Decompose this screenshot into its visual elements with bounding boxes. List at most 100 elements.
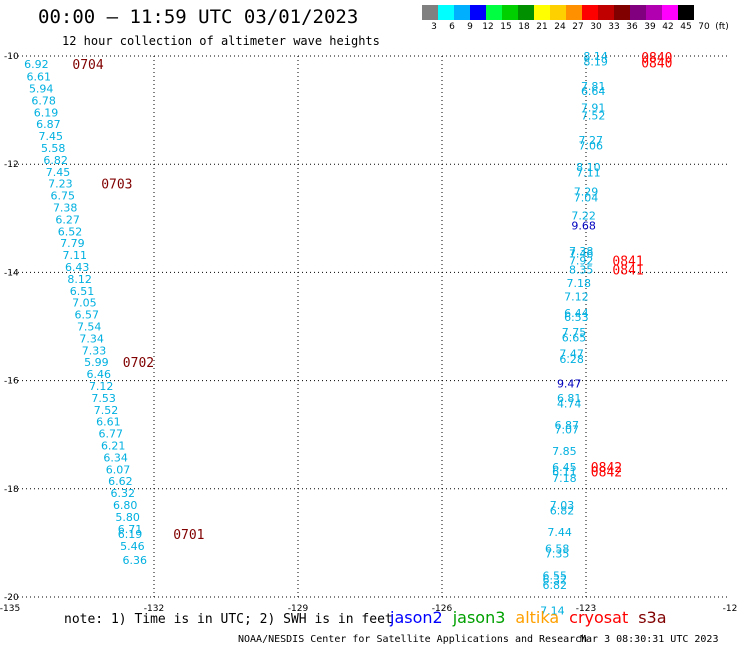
- wave-height-value: 6.61: [96, 416, 121, 429]
- wave-height-value: 9.47: [557, 377, 582, 390]
- wave-height-value: 6.71: [118, 523, 143, 536]
- pass-time-label: 0840: [641, 51, 672, 66]
- wave-height-value: 6.21: [101, 440, 126, 453]
- pass-time-label: 0842: [591, 465, 622, 480]
- page-subtitle: 12 hour collection of altimeter wave hei…: [62, 34, 380, 48]
- wave-height-value: 6.51: [70, 285, 95, 298]
- wave-height-value: 6.64: [581, 85, 606, 98]
- wave-height-value: 6.78: [31, 94, 56, 107]
- wave-height-value: 5.58: [41, 142, 66, 155]
- color-scale-label: 24: [554, 22, 566, 32]
- wave-height-value: 7.46: [569, 247, 594, 260]
- pass-time-label: 0701: [173, 528, 204, 543]
- color-scale-label: 39: [644, 22, 656, 32]
- wave-height-value: 6.87: [36, 118, 61, 131]
- wave-height-value: 7.52: [581, 110, 606, 123]
- wave-height-value: 6.46: [87, 368, 112, 381]
- y-tick-label: -20: [4, 593, 19, 603]
- y-tick-label: -18: [4, 485, 19, 495]
- wave-height-value: 7.45: [39, 130, 64, 143]
- wave-height-value: 7.54: [77, 321, 102, 334]
- wave-height-value: 6.61: [27, 71, 52, 84]
- pass-time-label: 0841: [612, 264, 643, 279]
- color-swatch: [502, 5, 518, 20]
- color-scale-label: 9: [467, 22, 473, 32]
- wave-height-value: 7.18: [552, 472, 577, 485]
- y-tick-label: -16: [4, 377, 19, 387]
- color-swatch: [566, 5, 582, 20]
- y-tick-label: -14: [4, 268, 19, 278]
- color-swatch: [646, 5, 662, 20]
- wave-height-value: 7.06: [579, 139, 604, 152]
- color-scale-label: 3: [431, 22, 437, 32]
- footer-timestamp: Mar 3 08:30:31 UTC 2023: [580, 634, 719, 645]
- wave-height-value: 7.38: [53, 201, 78, 214]
- wave-height-value: 7.18: [567, 277, 592, 290]
- pass-time-label: 0704: [72, 58, 103, 73]
- wave-height-value: 6.44: [564, 307, 589, 320]
- wave-height-value: 7.33: [82, 344, 107, 357]
- wave-height-value: 7.04: [574, 192, 599, 205]
- wave-height-value: 6.58: [545, 542, 570, 555]
- color-scale-label: 18: [518, 22, 530, 32]
- wave-height-value: 5.80: [115, 511, 140, 524]
- wave-height-value: 7.14: [540, 605, 565, 618]
- wave-height-value: 7.11: [576, 166, 601, 179]
- wave-height-value: 6.81: [557, 392, 582, 405]
- color-scale-label: 15: [500, 22, 512, 32]
- wave-height-value: 7.22: [571, 210, 596, 223]
- satellite-legend-item: jason3: [452, 608, 506, 627]
- page-title: 00:00 – 11:59 UTC 03/01/2023: [38, 6, 359, 28]
- satellite-legend-item: altika: [515, 608, 560, 627]
- color-scale-label: 70: [698, 22, 710, 32]
- pass-time-label: 0841: [612, 254, 643, 269]
- color-swatch: [662, 5, 678, 20]
- x-tick-label: -132: [144, 604, 164, 614]
- color-scale-label: 21: [536, 22, 548, 32]
- wave-height-value: 6.43: [65, 261, 90, 274]
- wave-height-value: 6.57: [75, 309, 100, 322]
- color-scale-label: 33: [608, 22, 620, 32]
- wave-height-value: 7.81: [581, 80, 606, 93]
- x-tick-label: -12: [723, 604, 738, 614]
- color-scale-label: 30: [590, 22, 602, 32]
- wave-height-value: 6.19: [34, 106, 59, 119]
- wave-height-value: 6.45: [552, 461, 577, 474]
- wave-height-value: 7.53: [91, 392, 116, 405]
- wave-height-value: 6.65: [562, 331, 587, 344]
- x-tick-label: -123: [576, 604, 596, 614]
- y-tick-label: -12: [4, 160, 19, 170]
- wave-height-value: 7.34: [79, 332, 104, 345]
- wave-height-value: 6.19: [118, 528, 143, 541]
- wave-height-value: 7.85: [552, 445, 577, 458]
- color-scale-label: 36: [626, 22, 638, 32]
- wave-height-value: 6.36: [123, 554, 148, 567]
- wave-height-value: 6.55: [543, 569, 568, 582]
- wave-height-value: 6.75: [51, 190, 76, 203]
- color-swatch: [470, 5, 486, 20]
- color-swatch: [550, 5, 566, 20]
- wave-height-value: 6.87: [555, 419, 580, 432]
- wave-height-value: 7.79: [60, 237, 85, 250]
- color-swatch: [614, 5, 630, 20]
- color-scale-bar: [422, 5, 694, 20]
- wave-height-value: 6.11: [552, 465, 577, 478]
- color-scale-label: 12: [482, 22, 494, 32]
- wave-height-value: 7.12: [564, 291, 589, 304]
- color-swatch: [582, 5, 598, 20]
- wave-height-value: 8.14: [583, 50, 608, 63]
- wave-height-value: 8.35: [569, 264, 594, 277]
- wave-height-value: 7.47: [559, 348, 584, 361]
- satellite-legend-item: jason2: [390, 608, 443, 627]
- y-tick-label: -10: [4, 52, 19, 62]
- color-swatch: [422, 5, 438, 20]
- color-swatch: [598, 5, 614, 20]
- wave-height-value: 7.35: [545, 548, 570, 561]
- wave-height-value: 6.34: [103, 451, 128, 464]
- wave-height-value: 6.62: [108, 475, 133, 488]
- wave-height-value: 7.07: [555, 423, 580, 436]
- color-scale-label: 42: [662, 22, 674, 32]
- satellite-legend-item: cryosat: [569, 608, 629, 627]
- wave-height-value: 8.10: [576, 161, 601, 174]
- pass-time-label: 0842: [591, 461, 622, 476]
